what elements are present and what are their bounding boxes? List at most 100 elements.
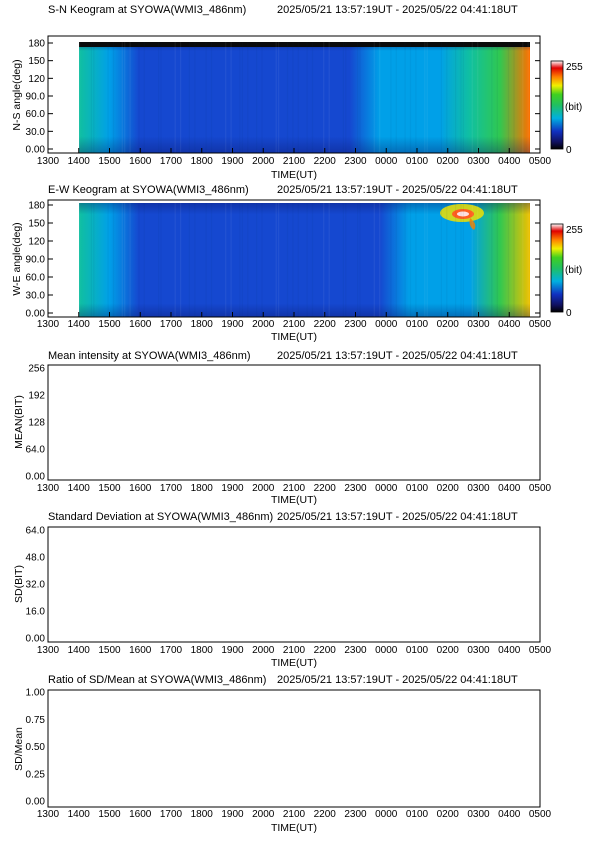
ew-y-tick-label: 90.0	[26, 255, 46, 266]
sd-x-tick-label: 2100	[283, 645, 306, 656]
sd-x-tick-label: 1500	[98, 645, 121, 656]
ew-colorbar-min: 0	[566, 308, 572, 319]
mean-x-tick-label: 1400	[68, 483, 91, 494]
ratio-x-tick-label: 2100	[283, 809, 306, 820]
mean-x-tick-label: 2300	[344, 483, 367, 494]
ratio-x-axis-label: TIME(UT)	[271, 822, 317, 834]
mean-x-tick-label: 0400	[498, 483, 521, 494]
ew-x-tick-label: 0400	[498, 319, 521, 330]
sn-y-tick-label: 30.0	[26, 127, 46, 138]
mean-x-tick-label: 1900	[221, 483, 244, 494]
ratio-x-tick-label: 1500	[98, 809, 121, 820]
mean-x-tick-label: 2200	[314, 483, 337, 494]
sn-x-tick-label: 1800	[191, 156, 214, 167]
sd-y-tick-label: 48.0	[26, 553, 46, 564]
ew-x-tick-label: 0100	[406, 319, 429, 330]
ew-keogram-time-range: 2025/05/21 13:57:19UT - 2025/05/22 04:41…	[277, 184, 518, 196]
sn-x-tick-label: 0500	[529, 156, 552, 167]
sn-y-tick-label: 150	[28, 56, 45, 67]
ew-x-tick-label: 1600	[129, 319, 152, 330]
mean-panel: Mean intensity at SYOWA(WMI3_486nm) 2025…	[13, 350, 552, 506]
ratio-x-tick-label: 1800	[191, 809, 214, 820]
ratio-x-tick-label: 2000	[252, 809, 275, 820]
sd-x-tick-label: 2200	[314, 645, 337, 656]
sn-x-tick-label: 0200	[437, 156, 460, 167]
ew-y-tick-label: 180	[28, 201, 45, 212]
sd-y-tick-label: 64.0	[26, 526, 46, 537]
sd-x-tick-label: 0400	[498, 645, 521, 656]
ratio-x-tick-label: 1600	[129, 809, 152, 820]
mean-x-tick-label: 0300	[467, 483, 490, 494]
ew-keogram-panel: E-W Keogram at SYOWA(WMI3_486nm) 2025/05…	[11, 184, 583, 343]
ew-colorbar-max: 255	[566, 225, 583, 236]
mean-x-tick-label: 2100	[283, 483, 306, 494]
sd-x-tick-label: 0500	[529, 645, 552, 656]
sd-x-tick-label: 1700	[160, 645, 183, 656]
ew-x-tick-label: 1700	[160, 319, 183, 330]
ew-x-tick-label: 0300	[467, 319, 490, 330]
mean-y-tick-label: 192	[28, 391, 45, 402]
sn-x-tick-label: 0300	[467, 156, 490, 167]
sn-y-tick-label: 60.0	[26, 109, 46, 120]
ew-x-tick-label: 2300	[344, 319, 367, 330]
ratio-title: Ratio of SD/Mean at SYOWA(WMI3_486nm)	[48, 674, 266, 686]
ew-keogram-title: E-W Keogram at SYOWA(WMI3_486nm)	[48, 184, 249, 196]
ratio-y-tick-label: 0.75	[26, 715, 46, 726]
sd-x-ticks: 1300 1400 1500 1600 1700 1800 1900 2000 2100 2200…	[37, 637, 552, 656]
ew-x-tick-label: 0200	[437, 319, 460, 330]
sd-x-tick-label: 1900	[221, 645, 244, 656]
sd-y-tick-label: 16.0	[26, 607, 46, 618]
sd-y-tick-label: 32.0	[26, 580, 46, 591]
ratio-x-tick-label: 1900	[221, 809, 244, 820]
sd-y-tick-label: 0.00	[26, 634, 46, 645]
sd-plot-frame	[47, 526, 541, 643]
sn-x-tick-label: 1300	[37, 156, 60, 167]
ew-y-tick-label: 60.0	[26, 273, 46, 284]
sd-x-tick-label: 0200	[437, 645, 460, 656]
mean-title: Mean intensity at SYOWA(WMI3_486nm)	[48, 350, 251, 362]
ew-x-tick-label: 2100	[283, 319, 306, 330]
mean-time-range: 2025/05/21 13:57:19UT - 2025/05/22 04:41…	[277, 350, 518, 362]
sn-x-tick-label: 1400	[68, 156, 91, 167]
ratio-x-tick-label: 0500	[529, 809, 552, 820]
sn-x-tick-label: 2000	[252, 156, 275, 167]
ratio-x-tick-label: 2300	[344, 809, 367, 820]
ratio-x-tick-label: 0400	[498, 809, 521, 820]
ew-x-tick-label: 2000	[252, 319, 275, 330]
ew-colorbar-unit: (bit)	[565, 265, 582, 276]
ew-x-tick-label: 1300	[37, 319, 60, 330]
ew-x-tick-label: 1400	[68, 319, 91, 330]
ew-y-tick-label: 0.00	[26, 309, 46, 320]
ew-x-tick-label: 1800	[191, 319, 214, 330]
ew-y-tick-label: 120	[28, 237, 45, 248]
sn-x-tick-label: 1500	[98, 156, 121, 167]
sn-colorbar-unit: (bit)	[565, 102, 582, 113]
sd-x-tick-label: 2000	[252, 645, 275, 656]
ew-y-tick-label: 150	[28, 219, 45, 230]
ratio-x-tick-label: 1700	[160, 809, 183, 820]
ratio-x-tick-label: 0100	[406, 809, 429, 820]
sd-x-tick-label: 1300	[37, 645, 60, 656]
mean-x-tick-label: 1700	[160, 483, 183, 494]
ew-x-axis-label: TIME(UT)	[271, 331, 317, 343]
ratio-x-tick-label: 1400	[68, 809, 91, 820]
sn-x-tick-label: 1600	[129, 156, 152, 167]
ew-x-tick-label: 0000	[375, 319, 398, 330]
sd-y-axis-label: SD(BIT)	[13, 565, 25, 603]
ew-bright-patch	[440, 204, 484, 230]
sn-keogram-panel: S-N Keogram at SYOWA(WMI3_486nm) 2025/05…	[11, 4, 583, 181]
sn-x-tick-label: 1900	[221, 156, 244, 167]
ratio-y-tick-label: 0.00	[26, 797, 46, 808]
ew-x-tick-label: 2200	[314, 319, 337, 330]
mean-x-ticks: 1300 1400 1500 1600 1700 1800 1900 2000 2100 2200…	[37, 475, 552, 494]
sn-colorbar-max: 255	[566, 62, 583, 73]
mean-x-tick-label: 1800	[191, 483, 214, 494]
ew-plot-frame	[47, 199, 541, 318]
sn-x-tick-label: 1700	[160, 156, 183, 167]
ratio-time-range: 2025/05/21 13:57:19UT - 2025/05/22 04:41…	[277, 674, 518, 686]
ew-y-ticks: 180 150 120 90.0 60.0 30.0 0.00	[26, 201, 540, 320]
sd-x-axis-label: TIME(UT)	[271, 657, 317, 669]
sd-panel: Standard Deviation at SYOWA(WMI3_486nm) …	[13, 511, 552, 669]
ew-x-tick-label: 1900	[221, 319, 244, 330]
